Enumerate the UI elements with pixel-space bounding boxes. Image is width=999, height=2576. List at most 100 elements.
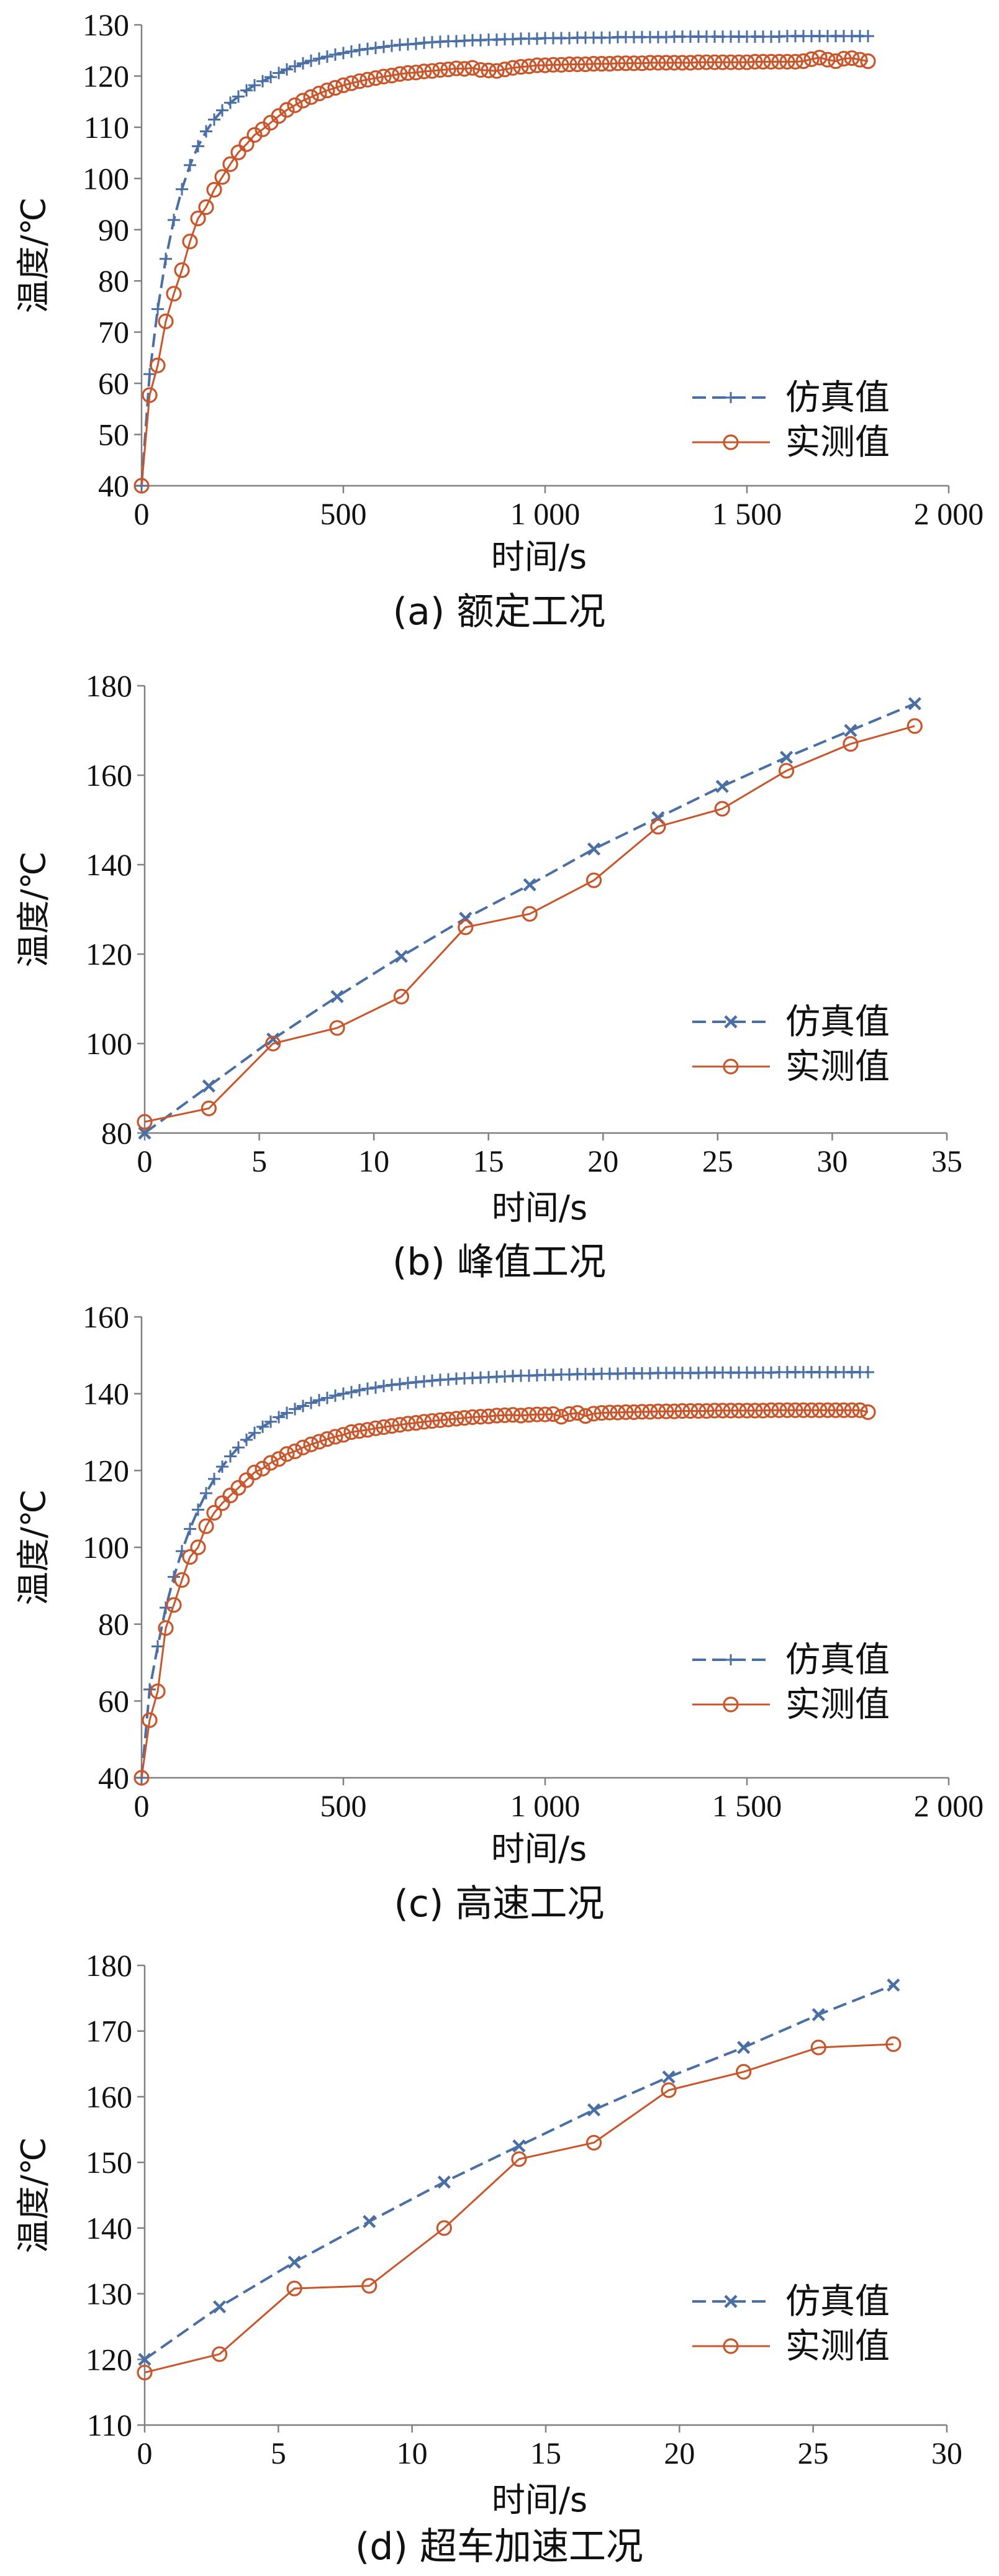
- data-point: [174, 1572, 190, 1588]
- data-point: [795, 1402, 811, 1418]
- data-point: [279, 1446, 295, 1462]
- data-point: [763, 1402, 779, 1418]
- data-point: [232, 1441, 245, 1454]
- data-point: [327, 80, 343, 96]
- data-point: [585, 872, 602, 888]
- figure-caption: (a) 额定工况: [393, 590, 606, 634]
- legend-swatch-marker: [723, 434, 739, 450]
- data-point: [238, 136, 255, 152]
- data-point: [731, 1403, 747, 1419]
- data-point: [329, 1389, 341, 1402]
- data-point: [392, 66, 408, 82]
- data-point: [545, 1406, 561, 1422]
- data-point: [810, 2039, 826, 2055]
- legend-swatch-marker: [724, 2295, 738, 2308]
- data-point: [682, 1403, 698, 1419]
- y-tick-label: 120: [86, 937, 132, 972]
- data-point: [472, 61, 489, 78]
- data-point: [780, 750, 793, 764]
- data-point: [200, 1486, 212, 1500]
- data-point: [513, 1408, 529, 1424]
- data-point: [246, 1464, 263, 1481]
- data-point: [248, 1426, 261, 1439]
- data-point: [158, 313, 174, 329]
- data-point: [715, 780, 729, 793]
- data-point: [138, 1126, 151, 1140]
- data-point: [184, 1522, 196, 1536]
- legend-label: 仿真值: [785, 378, 890, 418]
- data-point: [448, 60, 464, 76]
- data-point: [585, 1406, 602, 1422]
- series-simulated: [138, 1978, 900, 2366]
- data-point: [458, 919, 474, 935]
- data-point: [263, 1455, 279, 1471]
- legend-entry: 实测值: [692, 1685, 890, 1725]
- data-point: [166, 286, 182, 302]
- data-point: [666, 1403, 682, 1419]
- data-point: [377, 40, 390, 53]
- data-point: [437, 2175, 451, 2189]
- y-tick-label: 160: [86, 2079, 132, 2114]
- data-point: [577, 1408, 594, 1424]
- data-point: [481, 62, 497, 78]
- data-point: [190, 1539, 206, 1555]
- x-tick-label: 2 000: [914, 496, 984, 531]
- series-line: [144, 725, 915, 1123]
- y-axis-title: 温度/℃: [14, 1490, 53, 1606]
- data-point: [166, 1597, 182, 1613]
- x-tick-label: 500: [320, 496, 367, 531]
- data-point: [481, 1408, 497, 1424]
- series-measured: [133, 50, 876, 494]
- x-tick-label: 1 500: [712, 496, 782, 531]
- data-point: [698, 1403, 715, 1419]
- data-point: [295, 1439, 311, 1455]
- data-point: [737, 2041, 751, 2054]
- x-tick-label: 1 000: [510, 1788, 581, 1823]
- data-point: [363, 2214, 376, 2228]
- y-tick-label: 120: [86, 2342, 132, 2377]
- data-point: [811, 50, 828, 66]
- data-point: [224, 96, 237, 109]
- data-point: [337, 47, 350, 60]
- data-point: [456, 1410, 472, 1426]
- data-point: [610, 1404, 626, 1421]
- data-point: [335, 1427, 351, 1443]
- data-point: [305, 54, 317, 67]
- data-point: [472, 1409, 489, 1425]
- data-point: [723, 54, 739, 70]
- y-tick-label: 60: [98, 1683, 129, 1718]
- data-point: [143, 368, 156, 381]
- data-point: [836, 1402, 852, 1418]
- data-point: [658, 1403, 674, 1419]
- data-point: [271, 1451, 287, 1467]
- figure-caption: (d) 超车加速工况: [355, 2525, 643, 2569]
- data-point: [602, 1404, 618, 1421]
- data-point: [862, 1366, 874, 1379]
- data-point: [240, 84, 253, 97]
- data-point: [852, 1402, 868, 1418]
- data-point: [698, 54, 715, 70]
- data-point: [585, 2134, 602, 2151]
- data-point: [714, 801, 730, 817]
- data-point: [190, 211, 206, 227]
- data-point: [448, 1411, 464, 1427]
- data-point: [585, 56, 602, 72]
- data-point: [168, 1570, 180, 1583]
- y-tick-label: 100: [86, 1026, 132, 1061]
- data-point: [273, 1411, 285, 1424]
- chart-b: 80 100 120 140 160 180 0 5 10 15 20 25 30 35 时间/s 温度/℃ 仿…: [14, 668, 962, 1284]
- y-tick-label: 160: [86, 758, 132, 793]
- data-point: [150, 1683, 166, 1700]
- data-point: [329, 48, 341, 61]
- data-point: [497, 61, 513, 78]
- data-point: [432, 1412, 448, 1428]
- data-point: [386, 39, 398, 52]
- data-point: [626, 55, 642, 71]
- data-point: [295, 93, 311, 109]
- data-point: [828, 53, 844, 70]
- data-point: [265, 1035, 281, 1052]
- x-tick-label: 15: [530, 2436, 561, 2470]
- data-point: [594, 56, 610, 72]
- data-point: [820, 1402, 836, 1418]
- data-point: [464, 60, 481, 76]
